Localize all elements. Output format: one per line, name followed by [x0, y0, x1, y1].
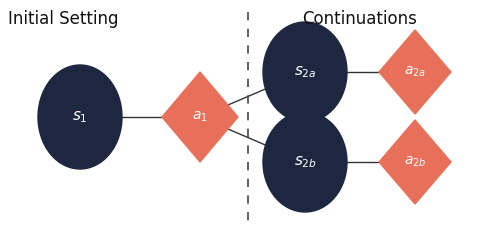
Text: $a_{2b}$: $a_{2b}$ — [404, 155, 426, 169]
Ellipse shape — [263, 22, 347, 122]
Text: $s_{2b}$: $s_{2b}$ — [293, 154, 317, 170]
Polygon shape — [162, 72, 238, 162]
Ellipse shape — [263, 112, 347, 212]
Text: Initial Setting: Initial Setting — [8, 10, 119, 28]
Text: $s_1$: $s_1$ — [72, 109, 88, 125]
Ellipse shape — [38, 65, 122, 169]
Text: $a_1$: $a_1$ — [192, 110, 208, 124]
Text: $s_{2a}$: $s_{2a}$ — [294, 64, 316, 80]
Polygon shape — [379, 120, 451, 204]
Text: Continuations: Continuations — [302, 10, 417, 28]
Text: $a_{2a}$: $a_{2a}$ — [404, 65, 426, 79]
Polygon shape — [379, 30, 451, 114]
